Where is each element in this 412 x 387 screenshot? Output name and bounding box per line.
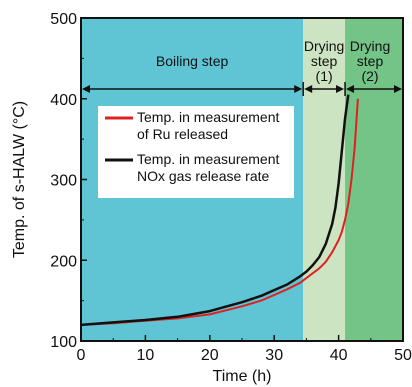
region-2 [345,18,403,341]
legend-label-1-line-0: Temp. in measurement [137,151,280,167]
x-tick-label-2: 20 [201,347,219,364]
arrow-2 [346,85,402,93]
region-label-1-line-1: step [311,53,338,69]
series-lines [80,94,359,327]
arrow-0-head-left [82,85,90,93]
region-label-boiling: Boiling step [156,53,229,69]
legend-label-1-line-1: NOx gas release rate [137,168,269,184]
y-tick-label-3: 400 [50,92,77,109]
series-line-1 [80,94,350,327]
y-tick-label-4: 500 [50,11,77,28]
arrow-1 [304,85,345,93]
region-label-2-line-1: step [357,53,384,69]
arrow-0 [82,85,303,93]
x-tick-label-4: 40 [330,347,348,364]
arrow-1-head-right [336,85,345,93]
region-label-2-line-2: (2) [361,68,378,84]
arrow-2-head-left [346,85,355,93]
arrow-1-head-left [304,85,313,93]
region-label-1-line-2: (1) [316,68,333,84]
x-tick-label-5: 50 [394,347,412,364]
series-line-0 [80,98,359,326]
legend-box [98,106,294,198]
x-axis-label: Time (h) [213,368,272,385]
step-arrows [82,82,402,96]
region-label-2-line-0: Drying [350,38,390,54]
legend-label-0-line-0: Temp. in measurement [137,109,280,125]
region-label-1-line-0: Drying [304,38,344,54]
x-tick-label-0: 0 [77,347,86,364]
arrow-2-head-right [394,85,402,93]
y-tick-label-0: 100 [50,334,77,351]
x-tick-label-1: 10 [137,347,155,364]
y-tick-label-1: 200 [50,253,77,270]
x-axis-ticks: 0 10 20 30 40 50 [77,335,412,364]
x-tick-label-3: 30 [265,347,283,364]
y-tick-label-2: 300 [50,173,77,190]
y-axis-label: Temp. of s-HALW (°C) [11,101,28,258]
arrow-0-head-right [294,85,303,93]
legend-label-0-line-1: of Ru released [137,126,228,142]
y-axis-ticks: 100 200 300 400 500 [50,11,87,351]
